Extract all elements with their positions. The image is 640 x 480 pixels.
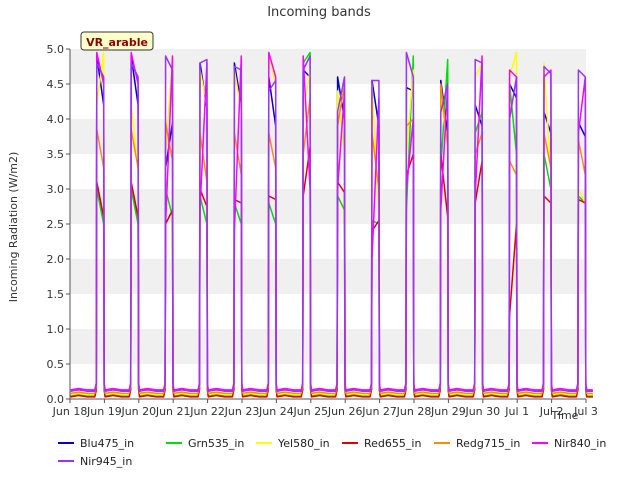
x-tick-label: Jun 29 — [430, 405, 466, 418]
x-tick-label: Jun 23 — [224, 405, 260, 418]
site-label: VR_arable — [86, 36, 148, 49]
x-axis-ticks: Jun 18 Jun 19 Jun 20 Jun 21 Jun 22 Jun 23 Jun … — [52, 399, 598, 418]
x-tick-label: Jun 22 — [189, 405, 225, 418]
x-tick-label: Jun 18 — [52, 405, 88, 418]
legend-label: Redg715_in — [456, 437, 520, 450]
series-line-Nir945_in — [70, 51, 593, 393]
grid-band — [70, 189, 586, 224]
grid-band — [70, 119, 586, 154]
x-tick-label: Jun 27 — [361, 405, 397, 418]
x-tick-label: Jul 2 — [539, 405, 564, 418]
legend-label: Blu475_in — [80, 437, 134, 450]
y-tick-label: 1.0 — [47, 323, 65, 336]
chart-title: Incoming bands — [267, 5, 371, 20]
series-lines — [70, 51, 593, 398]
plot-background-bands — [70, 49, 586, 399]
y-tick-label: 5.0 — [47, 43, 65, 56]
y-tick-label: 3.5 — [47, 148, 65, 161]
legend-label: Yel580_in — [277, 437, 330, 450]
x-tick-label: Jun 30 — [464, 405, 500, 418]
legend-label: Grn535_in — [188, 437, 244, 450]
y-tick-label: 0.0 — [47, 393, 65, 406]
x-tick-label: Jun 24 — [258, 405, 294, 418]
site-label-box: VR_arable — [80, 31, 154, 51]
y-axis-title: Incoming Radiation (W/m2) — [7, 152, 20, 303]
legend-label: Nir945_in — [80, 455, 132, 468]
x-tick-label: Jul 3 — [573, 405, 598, 418]
legend-label: Red655_in — [364, 437, 421, 450]
y-tick-label: 4.5 — [47, 78, 65, 91]
legend-label: Nir840_in — [554, 437, 606, 450]
x-tick-label: Jun 20 — [120, 405, 156, 418]
y-tick-label: 3.0 — [47, 183, 65, 196]
grid-band — [70, 259, 586, 294]
y-tick-label: 1.5 — [47, 288, 65, 301]
y-tick-label: 0.5 — [47, 358, 65, 371]
grid-band — [70, 329, 586, 364]
legend: Blu475_in Grn535_in Yel580_in Red655_in Redg… — [58, 437, 606, 468]
x-tick-label: Jun 28 — [396, 405, 432, 418]
y-tick-label: 2.5 — [47, 218, 65, 231]
x-axis-title: Time — [551, 409, 579, 422]
x-tick-label: Jul 1 — [504, 405, 529, 418]
y-axis-ticks: 0.0 0.5 1.0 1.5 2.0 2.5 3.0 3.5 4.0 4.5 5.0 — [47, 43, 70, 406]
grid-band — [70, 49, 586, 84]
y-tick-label: 2.0 — [47, 253, 65, 266]
x-tick-label: Jun 19 — [86, 405, 122, 418]
y-tick-label: 4.0 — [47, 113, 65, 126]
x-tick-label: Jun 21 — [155, 405, 191, 418]
x-tick-label: Jun 25 — [292, 405, 328, 418]
x-tick-label: Jun 26 — [327, 405, 363, 418]
